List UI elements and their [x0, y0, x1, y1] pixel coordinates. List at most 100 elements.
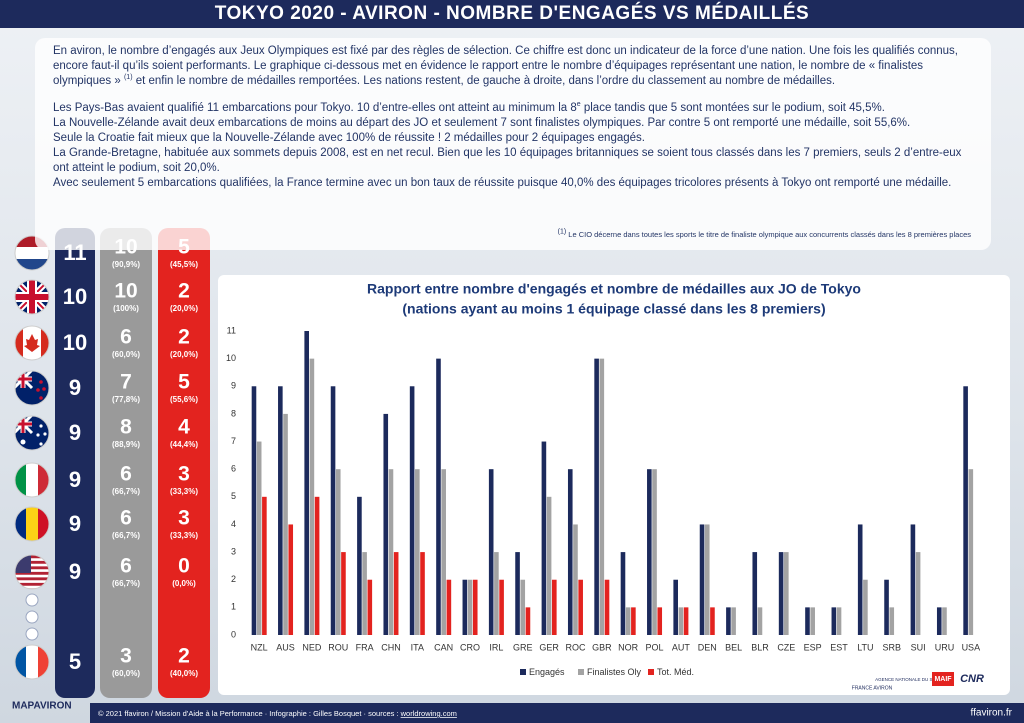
bar: [810, 607, 815, 635]
bar: [778, 552, 784, 635]
bar: [594, 358, 599, 635]
y-tick-label: 5: [231, 491, 236, 501]
superscript: (1): [123, 74, 133, 82]
bar: [726, 607, 731, 635]
x-tick-label: SRB: [882, 642, 901, 652]
finalistes: 10: [114, 280, 137, 303]
legend-label: Finalistes Oly: [587, 667, 642, 677]
engages: 10: [63, 330, 87, 355]
bar: [752, 552, 758, 635]
y-tick-label: 9: [231, 381, 236, 391]
text: Les Pays-Bas avaient qualifié 11 embarca…: [53, 102, 577, 114]
bar: [647, 469, 652, 635]
bar: [288, 524, 294, 635]
footer-site[interactable]: ffaviron.fr: [971, 708, 1013, 719]
superscript: e: [576, 101, 581, 109]
bar: [552, 579, 557, 635]
medailles: 5: [178, 371, 190, 394]
bar: [652, 469, 657, 635]
medailles-pct: (55,6%): [170, 395, 198, 404]
bar: [599, 358, 605, 635]
sponsor: AGENCE NATIONALE DU SPORT: [875, 677, 945, 682]
engages: 9: [69, 511, 81, 536]
legend-swatch: [578, 669, 584, 675]
legend-label: Engagés: [529, 667, 565, 677]
flag: [14, 415, 50, 451]
chart-title: Rapport entre nombre d'engagés et nombre…: [367, 281, 861, 297]
bar: [831, 607, 837, 635]
sponsor: MAIF: [934, 676, 952, 683]
bar: [910, 524, 916, 635]
text: et enfin le nombre de médailles remporté…: [132, 75, 836, 87]
bar: [383, 413, 389, 635]
bar: [525, 607, 531, 635]
x-tick-label: CHN: [381, 642, 401, 652]
bar: [251, 386, 257, 635]
bar: [757, 607, 763, 635]
finalistes: 6: [120, 507, 132, 530]
x-tick-label: ROC: [565, 642, 586, 652]
x-tick-label: IRL: [489, 642, 503, 652]
bar: [330, 386, 336, 635]
engages: 9: [69, 559, 81, 584]
finalistes-pct: (90,9%): [112, 260, 140, 269]
bar: [341, 552, 346, 635]
legend-swatch: [648, 669, 654, 675]
bar: [520, 579, 526, 635]
bar: [415, 469, 420, 635]
x-tick-label: POL: [646, 642, 664, 652]
flag: [14, 644, 50, 680]
x-tick-label: NED: [302, 642, 322, 652]
y-tick-label: 8: [231, 408, 236, 418]
y-tick-label: 4: [231, 519, 236, 529]
text: place tandis que 5 sont montées sur le p…: [580, 102, 885, 114]
y-tick-label: 2: [231, 574, 236, 584]
text: En aviron, le nombre d’engagés aux Jeux …: [53, 45, 958, 87]
x-tick-label: DEN: [698, 642, 717, 652]
line: Seule la Croatie fait mieux que la Nouve…: [53, 132, 645, 144]
bar: [262, 496, 267, 635]
bar: [335, 469, 341, 635]
line: La Nouvelle-Zélande avait deux embarcati…: [53, 117, 911, 129]
x-tick-label: CAN: [434, 642, 453, 652]
x-tick-label: NZL: [251, 642, 268, 652]
bar: [462, 579, 468, 635]
finalistes: 8: [120, 416, 132, 439]
flag: [14, 325, 50, 361]
finalistes: 3: [120, 645, 132, 668]
bar: [567, 469, 573, 635]
bar: [367, 579, 373, 635]
bar: [884, 579, 889, 635]
engages: 5: [69, 649, 81, 674]
legend-label: Tot. Méd.: [657, 667, 694, 677]
bar: [304, 331, 309, 635]
text: Le CIO décerne dans toutes les sports le…: [566, 230, 971, 239]
x-tick-label: ITA: [411, 642, 424, 652]
x-tick-label: GBR: [592, 642, 612, 652]
bar: [357, 496, 362, 635]
footer-bar: [90, 703, 1024, 723]
credits: © 2021 ffaviron / Mission d’Aide à la Pe…: [98, 709, 401, 718]
bar: [620, 552, 626, 635]
medailles: 3: [178, 507, 190, 530]
column-finalistes: [100, 228, 152, 698]
bar: [731, 607, 736, 635]
bar: [467, 579, 473, 635]
flag: [14, 554, 50, 590]
source-link[interactable]: worldrowing.com: [400, 709, 457, 718]
finalistes-pct: (66,7%): [112, 531, 140, 540]
medailles-pct: (44,4%): [170, 440, 198, 449]
medailles-pct: (20,0%): [170, 304, 198, 313]
sponsor: FRANCE AVIRON: [852, 685, 893, 691]
bar: [515, 552, 520, 635]
bar: [541, 441, 547, 635]
bar: [915, 552, 921, 635]
medailles-pct: (33,3%): [170, 487, 198, 496]
engages: 9: [69, 467, 81, 492]
bar: [472, 579, 478, 635]
flag: [14, 279, 50, 315]
finalistes-pct: (66,7%): [112, 487, 140, 496]
x-tick-label: SUI: [911, 642, 926, 652]
engages: 9: [69, 420, 81, 445]
